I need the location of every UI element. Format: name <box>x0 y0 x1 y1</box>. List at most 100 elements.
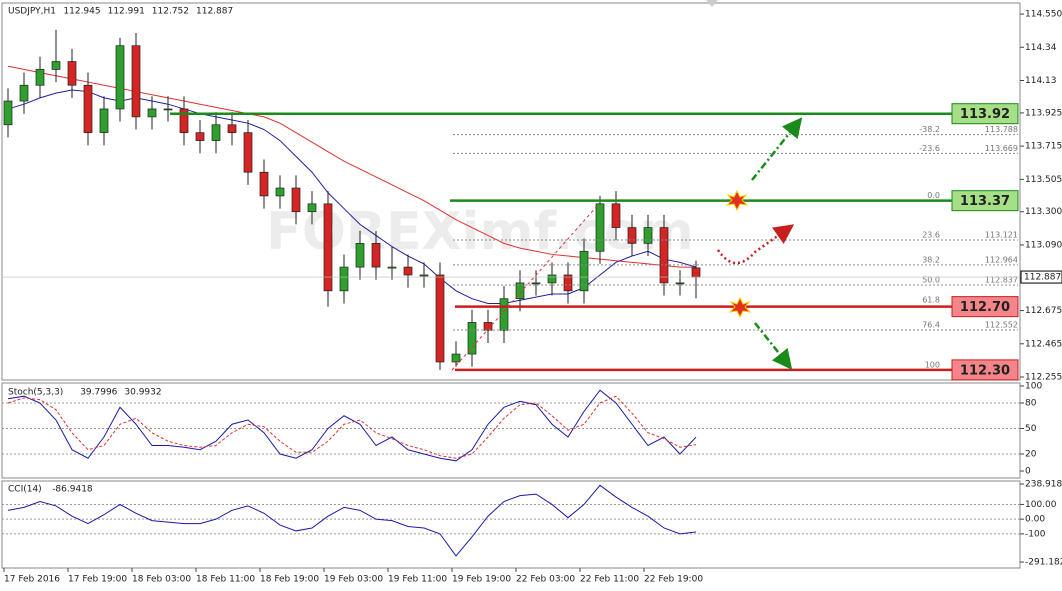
candle-body <box>387 266 397 269</box>
header-text: 112.752 <box>152 7 189 17</box>
candle-body <box>211 124 221 141</box>
candle-body <box>579 250 589 292</box>
fib-level: -23.6 <box>919 144 940 153</box>
header-text: 39.7996 <box>80 388 117 398</box>
candle-body <box>355 243 365 268</box>
y-tick-label: 113.715 <box>1025 142 1062 152</box>
candle-body <box>83 84 93 134</box>
candle-body <box>323 203 333 292</box>
stoch-panel <box>1 382 1021 479</box>
x-tick-label: 19 Feb 19:00 <box>452 575 511 585</box>
candle-body <box>35 69 45 86</box>
candle-body <box>563 274 573 292</box>
x-tick-label: 18 Feb 11:00 <box>196 575 255 585</box>
header-text: 112.991 <box>108 7 145 17</box>
y-tick-label: 112.255 <box>1025 372 1062 382</box>
fib-level: 50.0 <box>922 275 940 284</box>
y-tick-label: 50 <box>1025 424 1037 434</box>
candle-body <box>291 187 301 213</box>
fib-level: 76.4 <box>922 321 940 330</box>
fib-trendline <box>451 204 599 371</box>
line-series <box>7 484 697 557</box>
candle-body <box>371 243 381 268</box>
level-label: 112.30 <box>960 363 1010 378</box>
candle-body <box>643 227 653 244</box>
x-tick-label: 19 Feb 03:00 <box>324 575 383 585</box>
x-tick-label: 19 Feb 11:00 <box>388 575 447 585</box>
candle-body <box>307 203 317 213</box>
y-tick-label: 0 <box>1025 467 1031 477</box>
level-label: 112.70 <box>960 300 1010 315</box>
header-text: 112.945 <box>63 7 100 17</box>
fib-price: 112.964 <box>985 255 1018 264</box>
y-tick-label: 113.505 <box>1025 175 1062 185</box>
candle-body <box>451 353 461 363</box>
candle-body <box>3 100 13 126</box>
x-tick-label: 22 Feb 03:00 <box>516 575 575 585</box>
level-label: 113.92 <box>960 107 1010 122</box>
fib-price: 112.552 <box>985 321 1018 330</box>
candle-body <box>691 267 701 278</box>
header-text: CCI(14) <box>8 485 42 495</box>
main-panel <box>1 2 1021 381</box>
y-tick-label: 114.550 <box>1025 10 1062 20</box>
candle-body <box>419 274 429 277</box>
arrow-down <box>754 322 793 370</box>
candle-body <box>195 132 205 141</box>
fib-price: 113.121 <box>985 231 1018 240</box>
y-tick-label: 113.300 <box>1025 207 1062 217</box>
y-tick-label: 238.9186 <box>1025 480 1062 490</box>
level-box <box>951 296 1019 318</box>
fib-price: 113.669 <box>985 144 1018 153</box>
y-tick-label: 112.675 <box>1025 306 1062 316</box>
candle-body <box>675 282 685 285</box>
candle-body <box>147 108 157 118</box>
candle-body <box>115 45 125 110</box>
y-tick-label: 80 <box>1025 399 1037 409</box>
candle-body <box>179 108 189 134</box>
x-tick-label: 18 Feb 03:00 <box>132 575 191 585</box>
header-text: USDJPY,H1 <box>8 7 56 17</box>
current-price-box <box>1020 270 1062 284</box>
cci-panel <box>1 480 1021 569</box>
y-tick-label: 114.34 <box>1025 43 1057 53</box>
arrow-up <box>751 117 803 181</box>
fib-level: 100 <box>925 360 940 369</box>
y-tick-label: 112.465 <box>1025 339 1062 349</box>
candle-body <box>627 227 637 244</box>
y-tick-label: 20 <box>1025 450 1037 460</box>
candle-body <box>259 171 269 197</box>
fib-level: 61.8 <box>922 296 940 305</box>
y-tick-label: -291.1824 <box>1025 558 1062 568</box>
x-tick-label: 22 Feb 19:00 <box>644 575 703 585</box>
fib-level: 0.0 <box>927 191 940 200</box>
fib-price: 112.837 <box>985 275 1018 284</box>
level-box <box>951 103 1019 125</box>
x-tick-label: 22 Feb 11:00 <box>580 575 639 585</box>
header-text: -86.9418 <box>52 485 93 495</box>
header-text: 112.887 <box>196 7 233 17</box>
candle-body <box>67 61 77 86</box>
arrow-red <box>716 224 795 265</box>
line-series <box>7 389 697 462</box>
fib-price: 113.788 <box>985 125 1018 134</box>
candle-body <box>275 187 285 197</box>
y-tick-label: 113.925 <box>1025 108 1062 118</box>
candle-body <box>19 84 29 102</box>
level-label: 113.37 <box>960 194 1010 209</box>
candle-body <box>531 282 541 285</box>
line-series <box>7 395 697 459</box>
fib-level: 38.2 <box>922 255 940 264</box>
level-box <box>951 359 1019 381</box>
fib-level: 23.6 <box>922 231 940 240</box>
x-tick-label: 18 Feb 19:00 <box>260 575 319 585</box>
fib-level: -38.2 <box>919 125 940 134</box>
candle-body <box>51 61 61 70</box>
plot-layer: USDJPY,H1 112.945 112.991 112.752 112.887 114… <box>2 7 1062 585</box>
shift-marker <box>706 0 718 7</box>
candle-body <box>595 203 605 252</box>
candle-body <box>131 45 141 118</box>
candle-body <box>659 227 669 284</box>
